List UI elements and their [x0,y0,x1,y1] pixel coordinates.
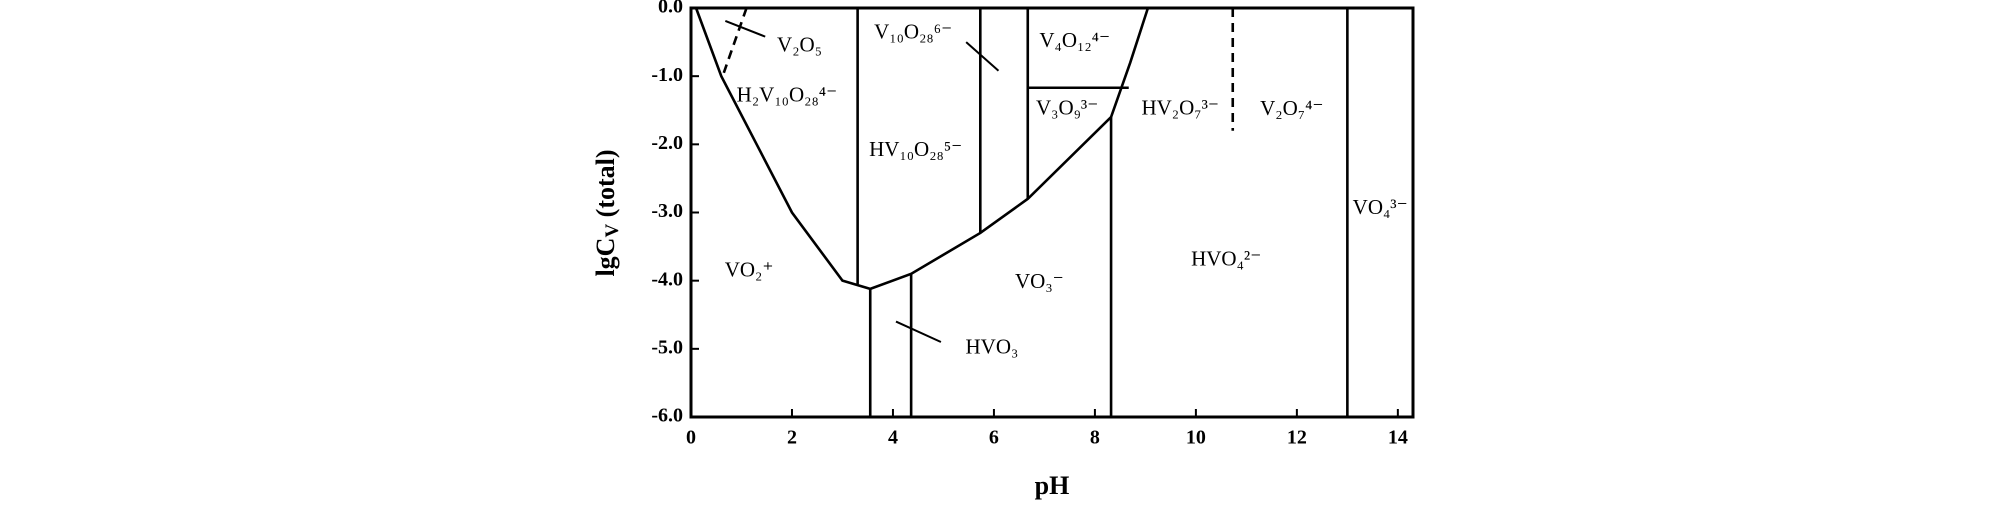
species-label: HVO₃ [966,335,1019,359]
leader-line [965,41,1000,72]
species-label: V₃O₉³⁻ [1036,95,1098,119]
y-axis-label: lgCV (total) [591,149,623,276]
x-tick-label: 2 [787,427,797,449]
leader-line [724,20,766,38]
y-tick-label: 0.0 [658,0,683,18]
species-label: VO₄³⁻ [1353,195,1408,219]
x-tick-label: 6 [989,427,999,449]
x-tick-label: 0 [686,427,696,449]
leader-line [895,320,942,343]
y-tick-label: -2.0 [651,132,683,154]
x-tick-label: 4 [888,427,898,449]
x-tick-label: 14 [1388,427,1408,449]
y-tick-label: -1.0 [651,64,683,86]
y-label-sub: V [602,224,623,238]
y-label-rest: (total) [591,149,620,223]
species-label: VO₃⁻ [1015,269,1064,293]
x-axis-label: pH [1035,471,1070,500]
species-label: HV₂O₇³⁻ [1141,95,1219,119]
plot-frame [689,6,1415,419]
y-tick-label: -3.0 [651,200,683,222]
species-label: HV₁₀O₂₈⁵⁻ [869,137,962,161]
species-label: V₄O₁₂⁴⁻ [1039,28,1110,52]
species-label: V₁₀O₂₈⁶⁻ [874,20,952,44]
phase-boundary [694,7,1150,291]
y-tick-label: -4.0 [651,268,683,290]
y-tick-label: -6.0 [651,405,683,427]
y-label-main: lgC [591,238,620,277]
x-tick-label: 12 [1287,427,1307,449]
species-label: H₂V₁₀O₂₈⁴⁻ [737,82,838,106]
species-label: VO₂⁺ [725,258,774,282]
x-tick-label: 8 [1090,427,1100,449]
phase-boundary [722,7,748,74]
species-label: V₂O₅ [777,33,822,57]
y-tick-label: -5.0 [651,336,683,358]
species-label: HVO₄²⁻ [1191,247,1261,271]
x-tick-label: 10 [1186,427,1206,449]
species-label: V₂O₇⁴⁻ [1260,96,1323,120]
